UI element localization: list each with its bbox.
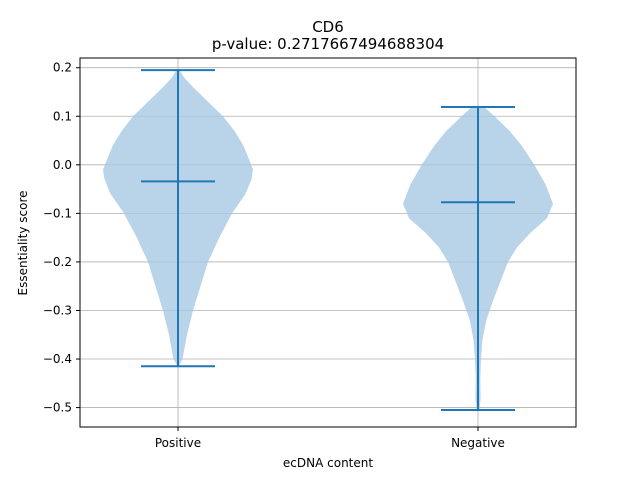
y-tick-label: −0.4: [43, 352, 72, 366]
y-tick-label: 0.2: [53, 61, 72, 75]
y-axis-ticks: 0.2 0.1 0.0 −0.1 −0.2 −0.3 −0.4 −0.5: [43, 61, 80, 415]
y-tick-label: −0.2: [43, 255, 72, 269]
y-axis-label: Essentiality score: [16, 191, 30, 296]
x-axis-ticks: Positive Negative: [155, 427, 505, 450]
x-tick-label: Negative: [451, 436, 505, 450]
x-tick-label: Positive: [155, 436, 201, 450]
y-tick-label: 0.1: [53, 109, 72, 123]
chart-title: CD6: [312, 18, 344, 36]
chart-subtitle: p-value: 0.2717667494688304: [212, 35, 444, 53]
y-tick-label: −0.1: [43, 206, 72, 220]
axes-frame: [79, 57, 577, 428]
violin-stat-lines: [141, 69, 515, 412]
y-tick-label: 0.0: [53, 158, 72, 172]
x-axis-label: ecDNA content: [283, 456, 373, 470]
y-tick-label: −0.5: [43, 401, 72, 415]
y-tick-label: −0.3: [43, 303, 72, 317]
